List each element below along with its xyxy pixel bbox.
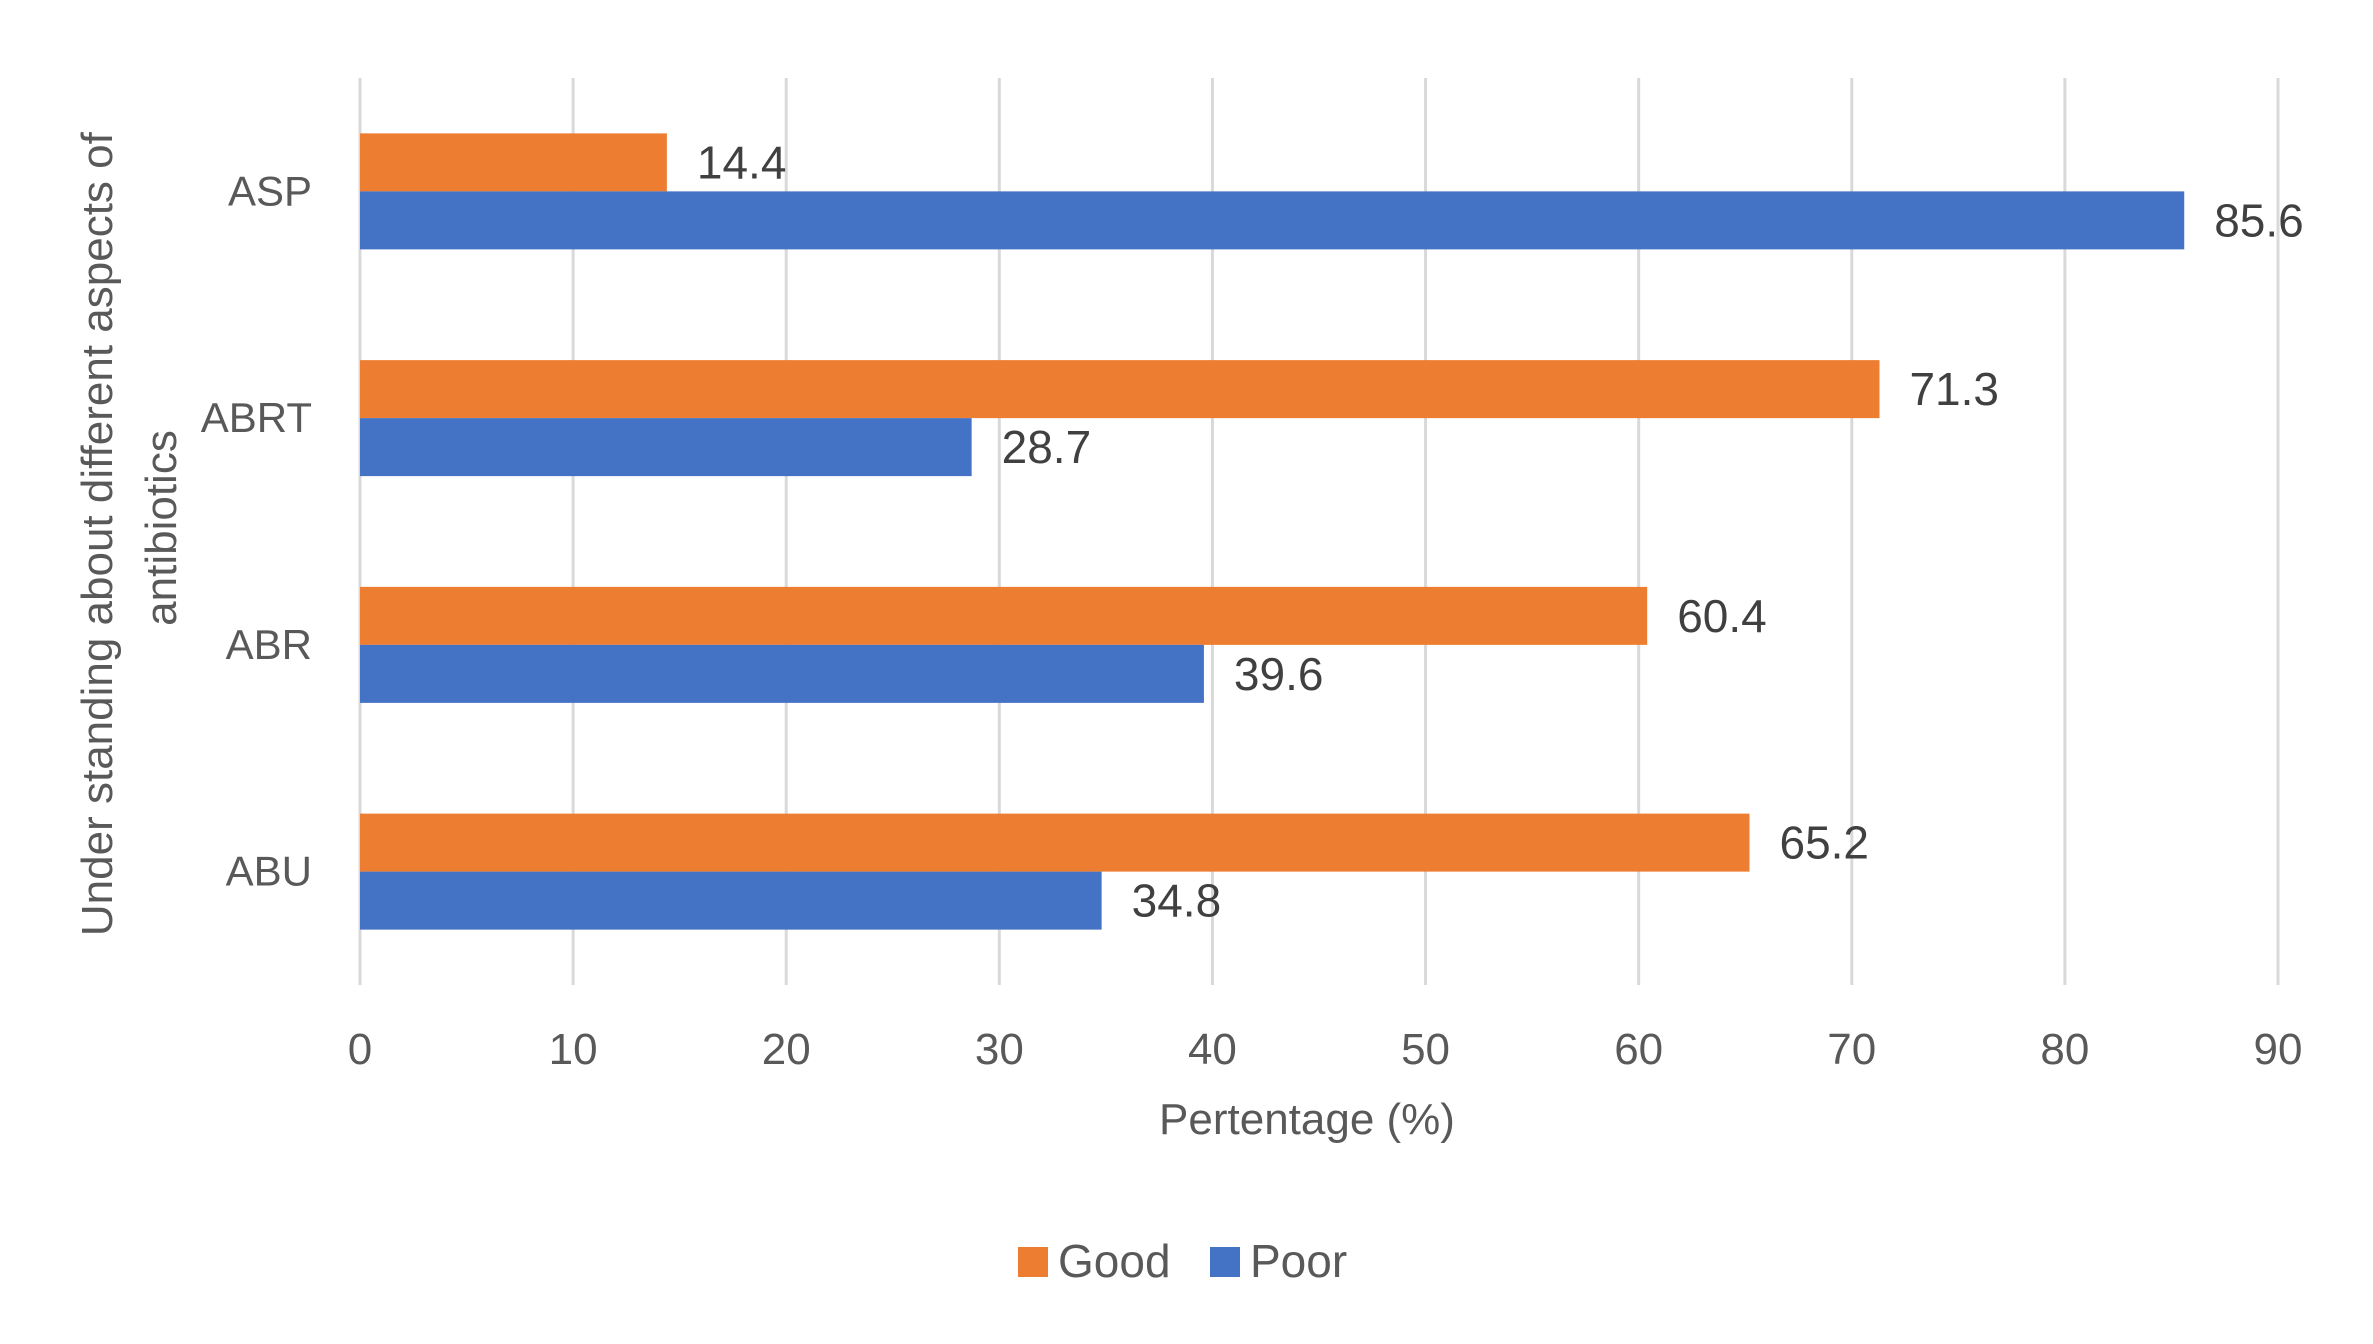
data-label-good-abu: 65.2: [1779, 817, 1869, 869]
x-tick-label-90: 90: [2254, 1025, 2303, 1074]
x-tick-label-60: 60: [1614, 1025, 1663, 1074]
x-tick-label-40: 40: [1188, 1025, 1237, 1074]
x-tick-label-50: 50: [1401, 1025, 1450, 1074]
x-tick-label-20: 20: [762, 1025, 811, 1074]
data-label-good-asp: 14.4: [697, 136, 787, 188]
x-tick-label-10: 10: [549, 1025, 598, 1074]
category-label-abrt: ABRT: [201, 394, 312, 441]
x-tick-label-70: 70: [1827, 1025, 1876, 1074]
bar-good-asp: [360, 133, 667, 192]
legend-label-poor: Poor: [1250, 1235, 1347, 1287]
category-labels: ASP ABRT ABR ABU: [201, 167, 312, 894]
bars: [360, 133, 2185, 930]
data-label-poor-asp: 85.6: [2214, 194, 2304, 246]
category-label-abr: ABR: [226, 621, 312, 668]
bar-good-abu: [360, 813, 1750, 872]
y-axis-title: Under standing about different aspects o…: [73, 120, 186, 936]
category-label-asp: ASP: [228, 167, 312, 214]
y-axis-title-line-1: Under standing about different aspects o…: [73, 131, 122, 936]
x-axis-title: Pertentage (%): [1159, 1095, 1455, 1144]
category-label-abu: ABU: [226, 848, 312, 895]
bar-good-abrt: [360, 360, 1880, 419]
data-label-poor-abr: 39.6: [1234, 648, 1324, 700]
x-tick-label-80: 80: [2040, 1025, 2089, 1074]
legend-label-good: Good: [1058, 1235, 1171, 1287]
x-tick-label-30: 30: [975, 1025, 1024, 1074]
x-tick-label-0: 0: [348, 1025, 372, 1074]
data-label-poor-abu: 34.8: [1132, 875, 1222, 927]
bar-poor-asp: [360, 191, 2185, 250]
bar-poor-abr: [360, 644, 1204, 703]
bar-good-abr: [360, 586, 1648, 645]
data-label-good-abrt: 71.3: [1909, 363, 1999, 415]
legend-swatch-poor: [1210, 1247, 1240, 1277]
legend: Good Poor: [1018, 1235, 1347, 1287]
bar-poor-abu: [360, 871, 1102, 930]
bar-poor-abrt: [360, 418, 972, 477]
data-label-poor-abrt: 28.7: [1002, 421, 1092, 473]
legend-swatch-good: [1018, 1247, 1048, 1277]
data-labels: 14.4 85.6 71.3 28.7 60.4 39.6 65.2 34.8: [697, 136, 2304, 926]
x-tick-labels: 0 10 20 30 40 50 60 70 80 90: [348, 1025, 2303, 1074]
y-axis-title-line-2: antibiotics: [137, 430, 186, 626]
data-label-good-abr: 60.4: [1677, 590, 1767, 642]
